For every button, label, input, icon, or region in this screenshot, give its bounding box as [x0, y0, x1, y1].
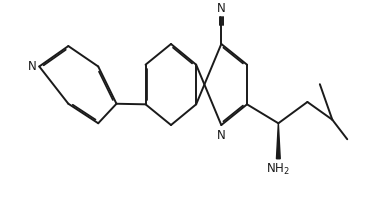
Text: NH$_2$: NH$_2$: [267, 162, 290, 177]
Text: N: N: [217, 129, 226, 142]
Polygon shape: [276, 123, 280, 159]
Text: N: N: [28, 60, 37, 73]
Text: N: N: [217, 2, 226, 15]
